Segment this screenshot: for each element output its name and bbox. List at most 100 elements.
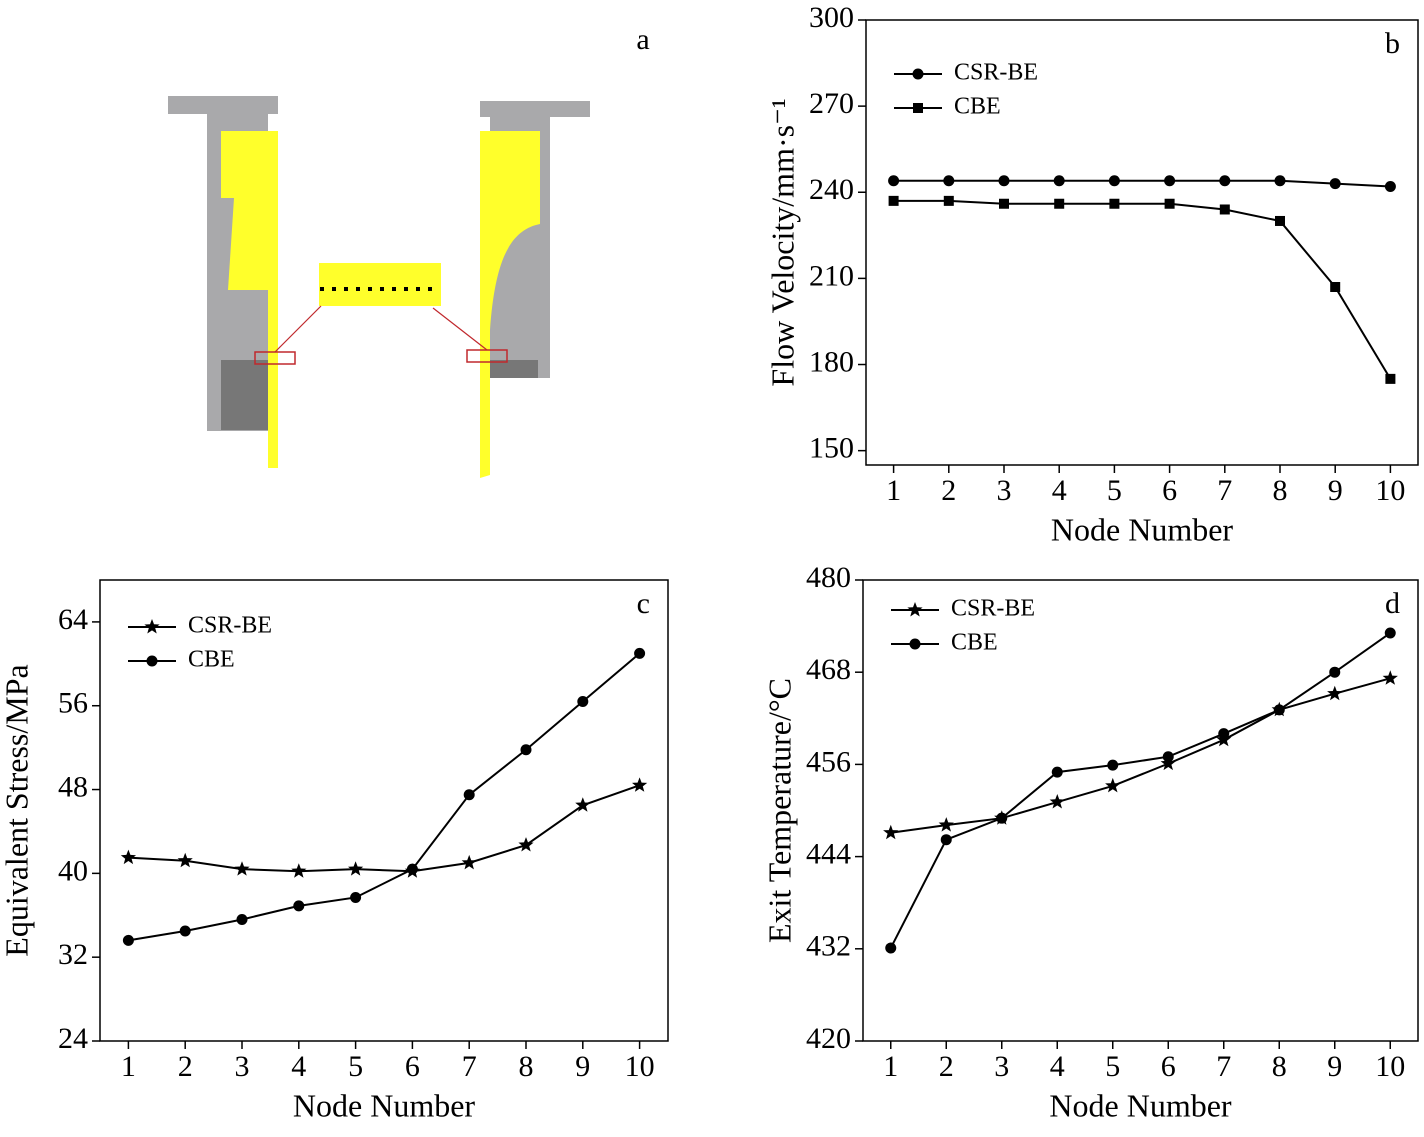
legend-label: CSR-BE [951, 596, 1035, 622]
plot-frame [862, 579, 1419, 1042]
marker [1053, 175, 1065, 187]
marker [291, 863, 307, 878]
y-axis-label: Equivalent Stress/MPa [0, 664, 34, 956]
x-tick-label: 6 [405, 1050, 420, 1083]
x-tick-label: 9 [1328, 474, 1343, 507]
marker [998, 175, 1010, 187]
x-tick-label: 6 [1162, 474, 1177, 507]
x-tick-label: 5 [1107, 474, 1122, 507]
legend-label: CBE [188, 647, 235, 673]
marker [350, 891, 362, 903]
plot-frame [865, 19, 1419, 466]
y-tick-label: 456 [806, 745, 851, 778]
y-tick-label: 56 [58, 687, 88, 720]
marker [348, 861, 364, 876]
marker [1160, 755, 1176, 771]
x-tick-label: 5 [1105, 1050, 1120, 1083]
marker [120, 849, 136, 865]
marker [943, 175, 955, 187]
marker [1382, 670, 1398, 685]
y-tick-label: 40 [58, 854, 88, 887]
y-tick-label: 24 [58, 1022, 88, 1055]
marker [888, 175, 900, 187]
marker [1274, 175, 1286, 187]
diagram-a: a [168, 23, 650, 478]
y-tick-label: 180 [809, 345, 854, 378]
marker [234, 861, 250, 876]
panel-label: b [1385, 27, 1400, 60]
marker [1327, 685, 1343, 701]
y-tick-label: 32 [58, 938, 88, 971]
series-line [893, 179, 1391, 188]
marker [1107, 759, 1119, 771]
marker [1108, 175, 1120, 187]
y-tick-label: 468 [806, 653, 851, 686]
y-tick-label: 480 [806, 561, 851, 594]
x-tick-label: 7 [1217, 474, 1232, 507]
y-tick-label: 240 [809, 173, 854, 206]
marker [1049, 794, 1065, 809]
marker [1273, 704, 1285, 716]
y-tick-label: 210 [809, 259, 854, 292]
marker [1164, 175, 1176, 187]
series-line [890, 677, 1391, 834]
marker [1329, 666, 1341, 678]
x-tick-label: 1 [121, 1050, 136, 1083]
series-line [128, 784, 640, 873]
panel-label: a [636, 23, 649, 56]
x-tick-label: 8 [1272, 1050, 1287, 1083]
series-line [889, 632, 1391, 949]
marker [1164, 198, 1175, 209]
marker [1330, 282, 1341, 292]
marker [122, 934, 134, 946]
marker [406, 863, 418, 875]
marker [1384, 627, 1396, 639]
marker [177, 852, 193, 868]
marker [1275, 215, 1285, 226]
x-tick-label: 9 [575, 1050, 590, 1083]
plot-frame [99, 579, 669, 1042]
marker [577, 696, 589, 708]
marker [1219, 204, 1230, 215]
series-line [128, 652, 641, 942]
x-tick-label: 7 [462, 1050, 477, 1083]
x-tick-label: 8 [1273, 474, 1288, 507]
marker [144, 619, 160, 634]
marker [146, 655, 158, 667]
marker [888, 195, 899, 206]
marker [938, 817, 954, 832]
marker [1051, 766, 1063, 778]
marker [999, 198, 1009, 209]
legend-label: CSR-BE [954, 60, 1038, 86]
marker [1219, 175, 1231, 187]
x-tick-label: 10 [1375, 474, 1405, 507]
marker [179, 925, 191, 937]
x-tick-label: 10 [1375, 1050, 1405, 1083]
y-axis-label: Flow Velocity/mm·s⁻¹ [764, 98, 800, 386]
marker [907, 602, 923, 617]
marker [575, 797, 591, 812]
x-tick-label: 3 [994, 1050, 1009, 1083]
marker [912, 68, 924, 80]
marker [463, 789, 475, 801]
marker [1105, 777, 1121, 793]
marker [236, 913, 248, 925]
x-tick-label: 6 [1161, 1050, 1176, 1083]
marker [1384, 181, 1396, 193]
x-tick-label: 9 [1327, 1050, 1342, 1083]
x-tick-label: 2 [939, 1050, 954, 1083]
marker [940, 834, 952, 846]
y-tick-label: 270 [809, 87, 854, 120]
legend-label: CBE [954, 94, 1001, 120]
y-tick-label: 150 [809, 432, 854, 465]
y-tick-label: 444 [806, 837, 851, 870]
marker [1054, 198, 1065, 209]
x-tick-label: 2 [178, 1050, 193, 1083]
x-tick-label: 1 [886, 474, 901, 507]
y-tick-label: 300 [809, 1, 854, 34]
x-tick-label: 4 [1050, 1050, 1065, 1083]
marker [518, 837, 534, 852]
legend-label: CSR-BE [188, 613, 272, 639]
marker [883, 824, 899, 840]
marker [943, 195, 954, 206]
